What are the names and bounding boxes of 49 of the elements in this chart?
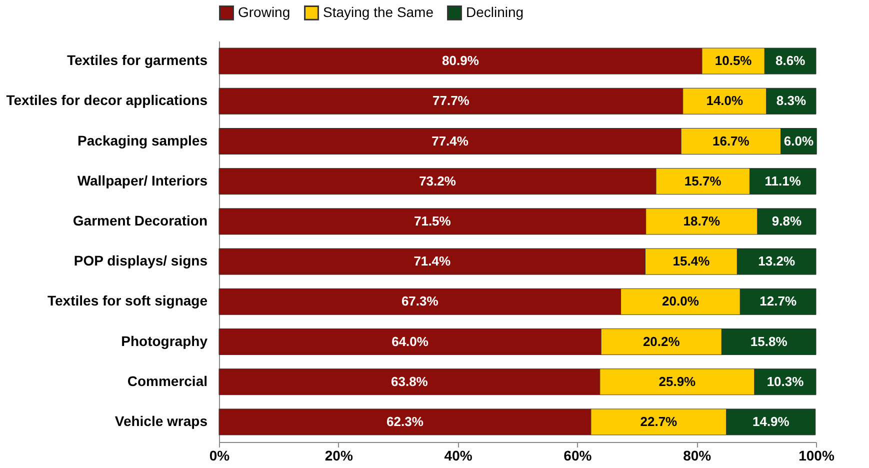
data-label: 15.8%	[750, 334, 788, 349]
y-tick-label: Textiles for soft signage	[48, 292, 208, 309]
data-label: 8.3%	[776, 93, 806, 108]
y-tick-label: Textiles for decor applications	[6, 92, 208, 108]
y-tick-label: Packaging samples	[78, 132, 208, 148]
data-label: 15.7%	[684, 173, 722, 188]
data-label: 14.9%	[752, 414, 790, 429]
data-label: 67.3%	[401, 294, 439, 309]
x-tick-label: 80%	[683, 448, 712, 464]
y-tick-label: Textiles for garments	[66, 52, 208, 68]
legend-label: Staying the Same	[323, 4, 434, 20]
data-label: 25.9%	[658, 374, 696, 389]
data-label: 77.7%	[432, 93, 470, 108]
x-tick-label: 60%	[564, 448, 592, 464]
data-label: 14.0%	[706, 93, 744, 108]
x-tick-label: 100%	[798, 448, 835, 464]
data-label: 63.8%	[391, 374, 428, 389]
data-label: 71.4%	[414, 254, 451, 269]
data-label: 71.5%	[414, 213, 452, 228]
y-tick-label: POP displays/ signs	[74, 252, 208, 269]
data-label: 12.7%	[760, 294, 797, 309]
x-tick-label: 20%	[324, 448, 354, 464]
legend-label: Growing	[238, 4, 290, 20]
data-label: 62.3%	[386, 414, 424, 429]
data-label: 16.7%	[712, 133, 750, 148]
x-tick-label: 0%	[209, 448, 230, 464]
y-tick-label: Garment Decoration	[72, 212, 208, 228]
data-label: 15.4%	[672, 254, 710, 269]
data-label: 22.7%	[640, 414, 678, 429]
data-label: 20.0%	[662, 294, 700, 309]
data-label: 80.9%	[442, 53, 480, 68]
y-tick-label: Vehicle wraps	[114, 412, 208, 429]
data-label: 64.0%	[392, 334, 429, 349]
y-tick-label: Commercial	[127, 372, 208, 389]
data-label: 10.5%	[714, 53, 752, 68]
y-tick-label: Wallpaper/ Interiors	[77, 172, 208, 188]
data-label: 20.2%	[642, 334, 680, 349]
data-label: 8.6%	[776, 53, 806, 68]
legend-label: Declining	[466, 4, 524, 20]
data-label: 77.4%	[432, 133, 469, 148]
x-tick-label: 40%	[444, 448, 473, 464]
data-label: 73.2%	[419, 173, 456, 188]
data-label: 11.1%	[764, 173, 802, 188]
data-label: 6.0%	[784, 133, 814, 148]
data-label: 9.8%	[772, 213, 802, 228]
data-label: 18.7%	[683, 213, 721, 228]
data-label: 10.3%	[766, 374, 804, 389]
y-tick-label: Photography	[121, 332, 208, 349]
data-label: 13.2%	[758, 254, 796, 269]
